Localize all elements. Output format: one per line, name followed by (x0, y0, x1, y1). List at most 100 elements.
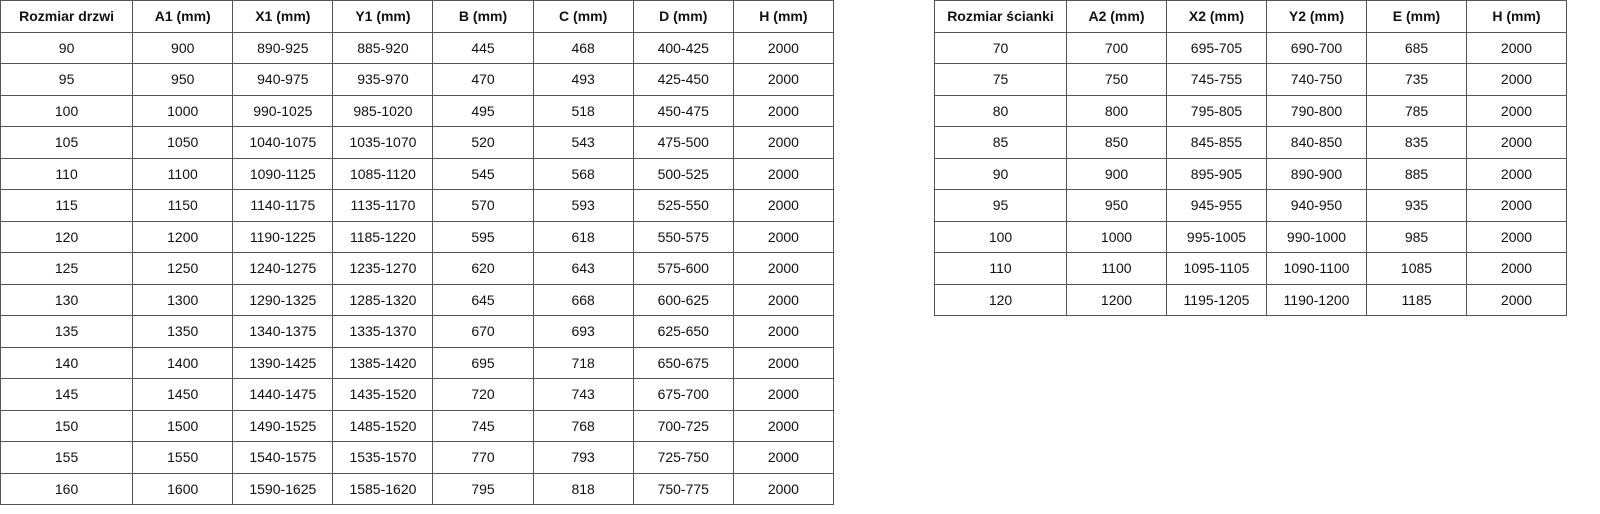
table-cell: 520 (432, 126, 534, 159)
table-cell: 793 (532, 441, 634, 474)
table-row: 145 1450 1440-1475 1435-1520 720 743 675-700 20… (0, 378, 835, 411)
table-cell: 750 (1066, 63, 1167, 96)
table-cell: 1140-1175 (232, 189, 334, 222)
table-cell: 718 (532, 346, 634, 379)
table-cell: 145 (0, 378, 134, 411)
table-cell: 468 (532, 31, 634, 64)
table-cell: 2000 (1466, 94, 1567, 127)
wall-size-table: Rozmiar ścianki A2 (mm) X2 (mm) Y2 (mm) E (m… (934, 0, 1567, 316)
table-cell: 70 (934, 31, 1067, 64)
table-cell: 1350 (132, 315, 234, 348)
table-cell: 160 (0, 472, 134, 505)
table-cell: 2000 (732, 315, 835, 348)
column-header: A2 (mm) (1066, 0, 1167, 33)
table-cell: 700 (1066, 31, 1167, 64)
table-cell: 1190-1200 (1266, 283, 1367, 316)
table-cell: 2000 (1466, 31, 1567, 64)
table-cell: 675-700 (632, 378, 734, 411)
table-row: 110 1100 1090-1125 1085-1120 545 568 500-525 20… (0, 157, 835, 190)
table-cell: 790-800 (1266, 94, 1367, 127)
table-cell: 500-525 (632, 157, 734, 190)
table-cell: 95 (934, 189, 1067, 222)
table-cell: 90 (0, 31, 134, 64)
table-cell: 1285-1320 (332, 283, 434, 316)
table-cell: 100 (0, 94, 134, 127)
table-cell: 840-850 (1266, 126, 1367, 159)
table-cell: 545 (432, 157, 534, 190)
table-cell: 1390-1425 (232, 346, 334, 379)
table-cell: 2000 (732, 378, 835, 411)
table-cell: 1385-1420 (332, 346, 434, 379)
table-cell: 2000 (732, 220, 835, 253)
table-cell: 935 (1366, 189, 1467, 222)
column-header: X1 (mm) (232, 0, 334, 33)
table-row: 80 800 795-805 790-800 785 2000 (934, 94, 1567, 127)
table-cell: 720 (432, 378, 534, 411)
table-row: 120 1200 1190-1225 1185-1220 595 618 550-575 20… (0, 220, 835, 253)
table-cell: 1200 (1066, 283, 1167, 316)
table-row: 100 1000 995-1005 990-1000 985 2000 (934, 220, 1567, 253)
table-row: 90 900 890-925 885-920 445 468 400-425 2000 (0, 31, 835, 64)
header-row: Rozmiar drzwi A1 (mm) X1 (mm) Y1 (mm) B (mm)… (0, 0, 835, 33)
table-cell: 1040-1075 (232, 126, 334, 159)
table-cell: 1185 (1366, 283, 1467, 316)
table-cell: 668 (532, 283, 634, 316)
table-cell: 450-475 (632, 94, 734, 127)
table-cell: 115 (0, 189, 134, 222)
table-cell: 625-650 (632, 315, 734, 348)
table-cell: 1085 (1366, 252, 1467, 285)
table-cell: 1190-1225 (232, 220, 334, 253)
table-cell: 800 (1066, 94, 1167, 127)
table-cell: 750-775 (632, 472, 734, 505)
table-cell: 700-725 (632, 409, 734, 442)
table-cell: 945-955 (1166, 189, 1267, 222)
table-row: 140 1400 1390-1425 1385-1420 695 718 650-675 20… (0, 346, 835, 379)
table-cell: 1100 (1066, 252, 1167, 285)
column-header: B (mm) (432, 0, 534, 33)
table-cell: 2000 (1466, 283, 1567, 316)
table-cell: 1550 (132, 441, 234, 474)
table-cell: 130 (0, 283, 134, 316)
table-cell: 795-805 (1166, 94, 1267, 127)
table-cell: 768 (532, 409, 634, 442)
table-cell: 1340-1375 (232, 315, 334, 348)
table-cell: 670 (432, 315, 534, 348)
table-cell: 935-970 (332, 63, 434, 96)
table-cell: 685 (1366, 31, 1467, 64)
table-cell: 570 (432, 189, 534, 222)
table-cell: 1035-1070 (332, 126, 434, 159)
table-cell: 890-925 (232, 31, 334, 64)
column-header: D (mm) (632, 0, 734, 33)
table-cell: 1195-1205 (1166, 283, 1267, 316)
table-cell: 550-575 (632, 220, 734, 253)
table-cell: 75 (934, 63, 1067, 96)
table-cell: 745 (432, 409, 534, 442)
table-cell: 2000 (732, 252, 835, 285)
table-cell: 1485-1520 (332, 409, 434, 442)
table-cell: 2000 (1466, 157, 1567, 190)
table-cell: 155 (0, 441, 134, 474)
table-cell: 85 (934, 126, 1067, 159)
table-cell: 543 (532, 126, 634, 159)
table-cell: 1490-1525 (232, 409, 334, 442)
table-cell: 595 (432, 220, 534, 253)
table-row: 105 1050 1040-1075 1035-1070 520 543 475-500 20… (0, 126, 835, 159)
table-cell: 1085-1120 (332, 157, 434, 190)
table-cell: 1000 (1066, 220, 1167, 253)
table-cell: 1095-1105 (1166, 252, 1267, 285)
table-cell: 745-755 (1166, 63, 1267, 96)
table-cell: 2000 (732, 94, 835, 127)
table-cell: 645 (432, 283, 534, 316)
table-row: 120 1200 1195-1205 1190-1200 1185 2000 (934, 283, 1567, 316)
column-header: Rozmiar drzwi (0, 0, 134, 33)
column-header: X2 (mm) (1166, 0, 1267, 33)
table-cell: 1185-1220 (332, 220, 434, 253)
column-header: Rozmiar ścianki (934, 0, 1067, 33)
table-cell: 1090-1125 (232, 157, 334, 190)
table-cell: 493 (532, 63, 634, 96)
table-cell: 1500 (132, 409, 234, 442)
table-cell: 495 (432, 94, 534, 127)
table-cell: 1450 (132, 378, 234, 411)
column-header: H (mm) (732, 0, 835, 33)
table-cell: 525-550 (632, 189, 734, 222)
